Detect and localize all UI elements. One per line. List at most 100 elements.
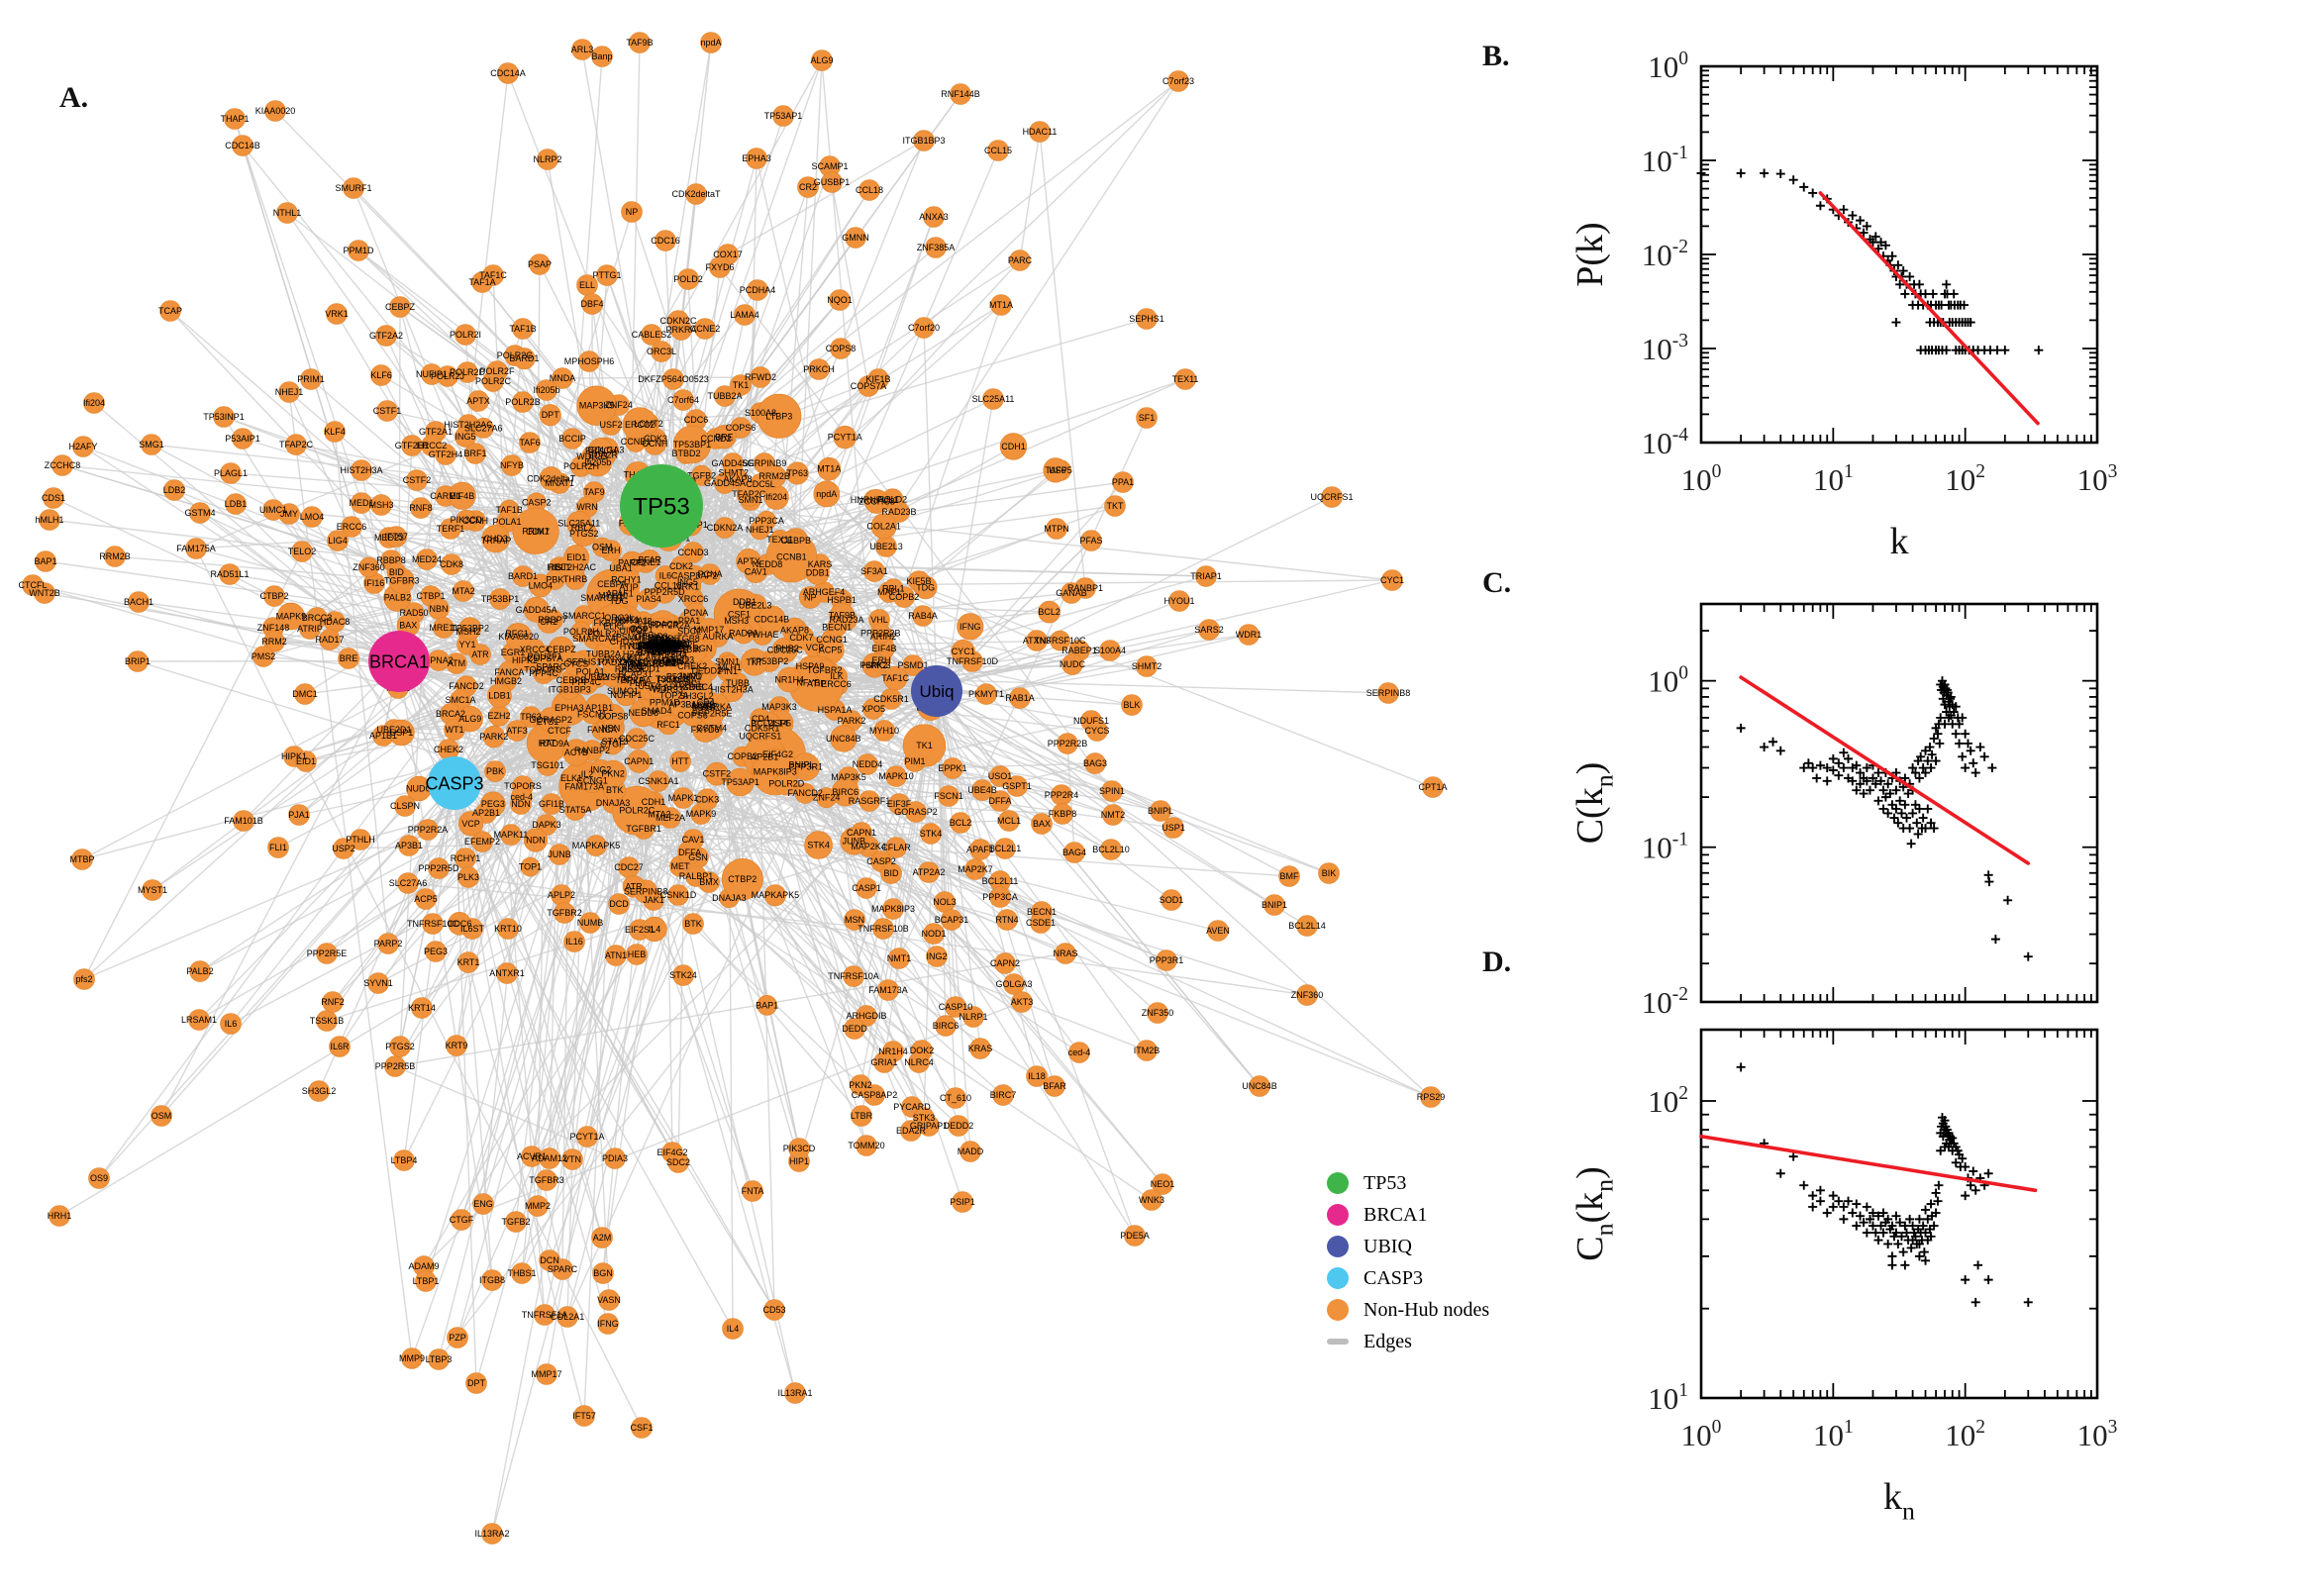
y-tick-label: 101: [1648, 1380, 1688, 1416]
data-point: [1828, 753, 1838, 763]
data-point: [1803, 758, 1813, 768]
y-tick-label: 10-2: [1642, 237, 1688, 272]
network-edge: [152, 620, 557, 891]
data-point: [1961, 1191, 1970, 1201]
data-point: [1736, 168, 1746, 178]
data-point: [1808, 1202, 1818, 1212]
network-edge: [780, 675, 1136, 1237]
fit-line-C: [1739, 675, 2031, 865]
data-point: [1970, 1297, 1980, 1307]
data-point: [1958, 751, 1968, 761]
network-edge: [243, 660, 400, 822]
data-point: [1961, 763, 1970, 773]
data-point: [1900, 1260, 1910, 1270]
x-ticks: [1700, 1030, 2098, 1398]
data-point: [2000, 346, 2010, 355]
data-point: [1862, 1228, 1871, 1238]
network-edge: [936, 690, 1133, 706]
x-axis-label-D: kn: [1883, 1476, 1915, 1526]
data-point: [1828, 1202, 1838, 1212]
panel-c: 100 10-1 10-2 C(kn): [1569, 602, 2099, 1020]
fit-line-B: [1818, 191, 2040, 426]
data-point: [1822, 776, 1832, 786]
legend-label: CASP3: [1364, 1266, 1424, 1289]
ubiq-node-icon: [1327, 1236, 1349, 1257]
data-point: [1914, 279, 1924, 289]
data-point: [1883, 1239, 1893, 1248]
network-edge: [586, 839, 674, 1138]
data-point: [1970, 1185, 1980, 1195]
data-point: [1844, 1196, 1854, 1206]
data-point: [1992, 346, 2002, 355]
plot-frame-B: [1699, 64, 2099, 445]
network-edge: [199, 512, 400, 662]
data-point: [1928, 289, 1938, 299]
panel-label-d: D.: [1482, 946, 1512, 978]
x-ticks: [1700, 66, 2098, 443]
network-edge: [195, 517, 685, 549]
y-tick-label: 10-4: [1642, 425, 1688, 460]
data-point: [1839, 748, 1849, 757]
data-point: [1979, 751, 1989, 761]
network-edge: [288, 391, 515, 585]
data-point: [1883, 808, 1893, 818]
data-point: [1822, 1208, 1832, 1218]
y-tick-label: 10-3: [1642, 331, 1688, 366]
data-point: [1983, 1275, 1993, 1285]
data-point: [1921, 1205, 1931, 1215]
data-point: [1898, 1247, 1908, 1257]
data-point: [1906, 839, 1916, 848]
data-point: [1919, 1247, 1929, 1257]
network-edge: [570, 777, 862, 1117]
legend-item-casp3: CASP3: [1327, 1267, 1489, 1289]
data-point: [1862, 1202, 1871, 1212]
data-point: [1815, 1185, 1825, 1195]
legend-label: UBIQ: [1364, 1235, 1412, 1257]
data-point: [1815, 201, 1825, 211]
y-tick-label: 100: [1648, 663, 1688, 699]
data-point: [1931, 1188, 1941, 1198]
data-point: [1775, 1168, 1785, 1178]
data-point: [1887, 1251, 1897, 1261]
x-tick-label: 103: [2077, 461, 2118, 497]
network-edge: [719, 266, 1113, 792]
legend-item-ubiq: UBIQ: [1327, 1236, 1489, 1257]
network-edge: [544, 640, 694, 1316]
data-point: [1969, 1166, 1978, 1176]
data-point: [1887, 251, 1897, 261]
data-point: [1852, 1199, 1862, 1209]
y-tick-label: 102: [1648, 1083, 1688, 1119]
network-edge: [724, 395, 938, 692]
data-point: [1905, 824, 1915, 834]
data-point: [1839, 1202, 1849, 1212]
data-point: [1834, 770, 1844, 780]
data-point: [1834, 758, 1844, 768]
data-point: [1844, 753, 1854, 763]
data-point: [1990, 935, 2000, 945]
data-point: [1951, 1157, 1961, 1167]
data-point: [1905, 271, 1915, 281]
y-tick-label: 100: [1648, 49, 1688, 84]
data-point: [1775, 169, 1785, 179]
data-point: [2003, 895, 2013, 905]
data-point: [1934, 1180, 1944, 1190]
data-point: [1848, 1208, 1858, 1218]
scatter-points: [1696, 168, 2044, 355]
panel-b: 100 101 102 103 100 10-1 10-2 10-3 10-4 P(k) k: [1569, 49, 2117, 562]
data-point: [1808, 1191, 1818, 1201]
legend-item-nonhub: Non-Hub nodes: [1327, 1299, 1489, 1321]
network-edge: [715, 80, 1179, 440]
data-point: [1983, 1168, 1993, 1178]
y-ticks: [1701, 65, 2097, 444]
data-point: [1808, 188, 1818, 198]
network-edge: [438, 775, 897, 1360]
data-point: [1923, 804, 1933, 814]
legend-item-brca1: BRCA1: [1327, 1204, 1489, 1226]
panel-label-c: C.: [1482, 566, 1512, 599]
data-point: [2034, 346, 2044, 355]
tp53-node-icon: [1327, 1172, 1349, 1194]
network-edge: [679, 59, 823, 465]
data-point: [1788, 175, 1798, 185]
